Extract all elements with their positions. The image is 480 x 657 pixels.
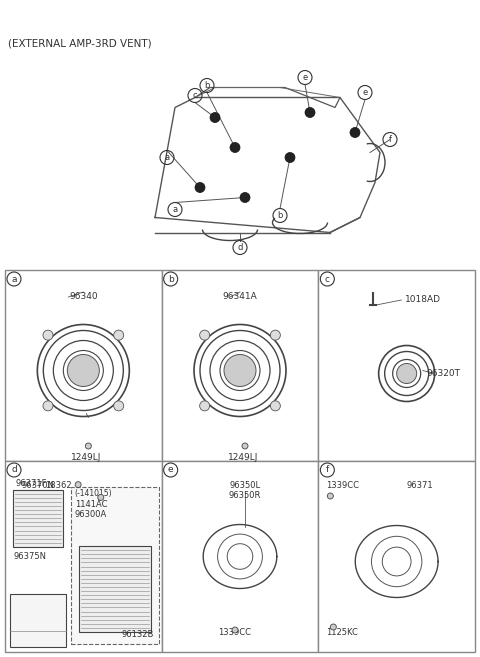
Text: 96320T: 96320T [427,369,461,378]
Bar [71,487,158,644]
Text: 1339CC: 1339CC [218,628,252,637]
Circle shape [270,401,280,411]
Text: 1249LJ: 1249LJ [228,453,258,462]
Circle shape [396,363,417,384]
FancyBboxPatch shape [79,546,151,632]
FancyBboxPatch shape [10,593,66,647]
FancyBboxPatch shape [13,489,63,547]
Circle shape [114,401,124,411]
Circle shape [240,193,250,202]
Circle shape [195,183,205,193]
Text: 96340: 96340 [69,292,97,301]
Bar [5,270,162,461]
Text: e: e [168,466,173,474]
Circle shape [230,143,240,152]
Text: 96350L: 96350L [229,481,261,490]
Text: 96375N: 96375N [13,552,46,561]
Circle shape [85,443,91,449]
Text: b: b [168,275,174,284]
Circle shape [285,152,295,162]
Circle shape [98,494,104,501]
Text: 1249LJ: 1249LJ [71,453,102,462]
Text: f: f [326,466,329,474]
Text: c: c [325,275,330,284]
Text: 96341A: 96341A [223,292,257,301]
Text: (EXTERNAL AMP-3RD VENT): (EXTERNAL AMP-3RD VENT) [8,38,152,48]
Text: 96370N: 96370N [22,481,55,490]
Circle shape [270,330,280,340]
Circle shape [232,627,238,633]
Text: e: e [302,73,308,82]
Text: 1141AC: 1141AC [75,501,108,509]
Text: d: d [237,243,243,252]
Text: 96371: 96371 [407,481,433,490]
Text: a: a [172,205,178,214]
Bar [318,461,475,652]
Text: 1339CC: 1339CC [326,481,360,490]
Text: 1125KC: 1125KC [326,628,358,637]
Bar [318,270,475,461]
Bar [162,461,318,652]
Circle shape [210,112,220,122]
Circle shape [305,108,315,118]
Text: b: b [277,211,283,220]
Text: (-141015): (-141015) [75,489,112,499]
Text: f: f [388,135,392,144]
Circle shape [43,330,53,340]
Text: 1018AD: 1018AD [405,296,441,304]
Text: b: b [204,81,210,90]
Text: 96350R: 96350R [229,491,261,500]
Circle shape [200,401,210,411]
Circle shape [224,355,256,386]
Circle shape [242,443,248,449]
Text: d: d [11,466,17,474]
Text: 96300A: 96300A [75,510,107,520]
Text: 96371F: 96371F [15,479,47,487]
Text: 96132B: 96132B [121,630,154,639]
Text: c: c [192,91,197,100]
Text: e: e [362,88,368,97]
Circle shape [330,624,336,630]
Circle shape [327,493,333,499]
Circle shape [114,330,124,340]
Bar [5,461,162,652]
Text: a: a [165,153,169,162]
Circle shape [350,127,360,137]
Circle shape [75,482,81,487]
Circle shape [43,401,53,411]
Circle shape [200,330,210,340]
Text: 18362: 18362 [45,481,72,490]
Circle shape [67,355,99,386]
Text: a: a [11,275,17,284]
Bar [162,270,318,461]
